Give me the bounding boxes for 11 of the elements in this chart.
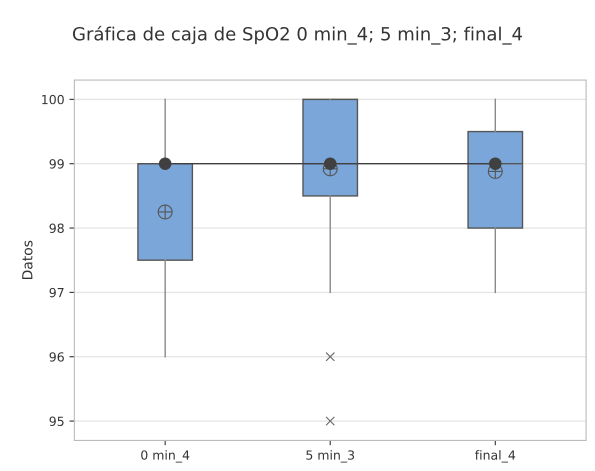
x-tick-label: 5 min_3 (306, 450, 354, 463)
y-tick-label: 97 (50, 288, 64, 298)
y-tick-label: 95 (50, 416, 64, 426)
x-tick-label: 0 min_4 (141, 450, 190, 463)
y-tick-label: 99 (50, 159, 64, 169)
x-tick-label: final_4 (475, 450, 516, 463)
y-axis-title: Datos (22, 240, 33, 280)
chart-title: Gráfica de caja de SpO2 0 min_4; 5 min_3; final_4 (73, 26, 522, 45)
y-tick-label: 100 (42, 94, 64, 104)
y-tick-label: 96 (50, 352, 64, 362)
y-tick-label: 98 (50, 224, 64, 233)
